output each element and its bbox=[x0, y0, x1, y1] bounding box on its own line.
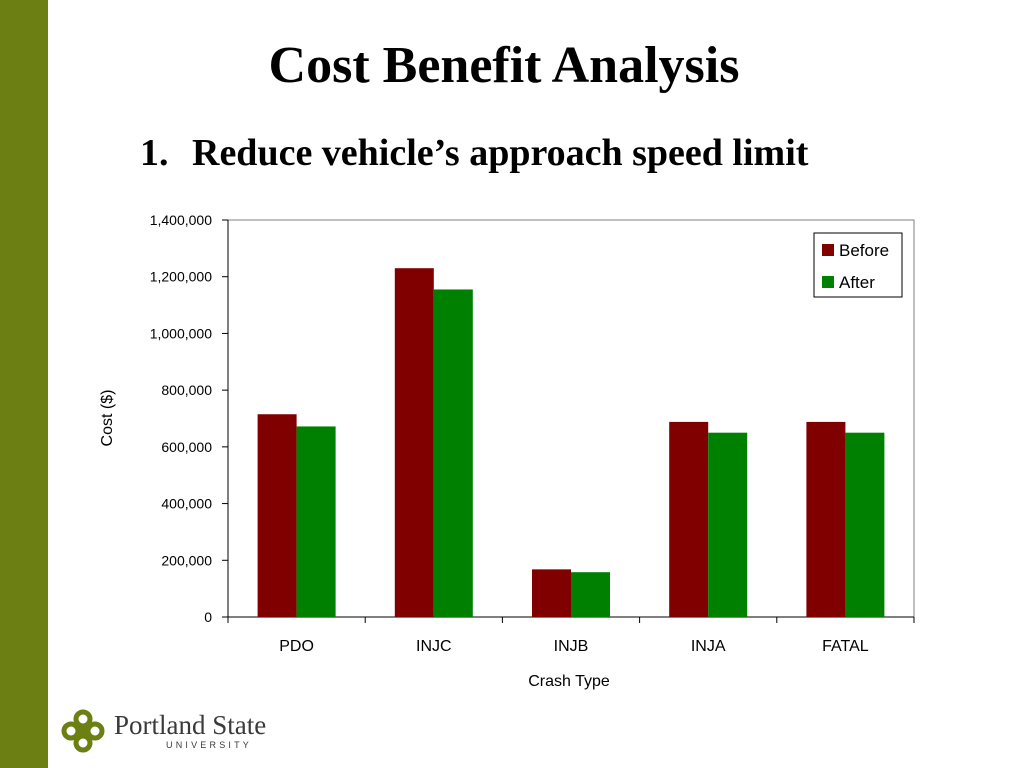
slide-subtitle: 1. Reduce vehicle’s approach speed limit bbox=[140, 130, 808, 176]
legend-label-after: After bbox=[839, 273, 875, 292]
bar-before-injc bbox=[394, 268, 434, 617]
legend-label-before: Before bbox=[839, 241, 889, 260]
legend-swatch-after bbox=[822, 276, 834, 288]
bar-after-injb bbox=[571, 572, 610, 617]
bar-after-inja bbox=[708, 432, 748, 617]
bar-before-inja bbox=[669, 421, 709, 617]
psu-logo: Portland State UNIVERSITY bbox=[60, 706, 300, 756]
x-tick-label: INJA bbox=[691, 638, 726, 655]
psu-logo-icon bbox=[61, 709, 105, 753]
slide-accent-bar bbox=[0, 0, 48, 768]
y-tick-label: 1,000,000 bbox=[150, 325, 212, 341]
y-tick-label: 0 bbox=[204, 609, 212, 625]
y-tick-label: 800,000 bbox=[161, 382, 212, 398]
bar-before-fatal bbox=[806, 421, 846, 617]
subtitle-text: Reduce vehicle’s approach speed limit bbox=[192, 132, 809, 174]
x-tick-label: INJB bbox=[554, 638, 589, 655]
bar-after-fatal bbox=[845, 432, 885, 617]
subtitle-number: 1. bbox=[140, 132, 169, 174]
bar-before-pdo bbox=[257, 414, 297, 617]
legend-swatch-before bbox=[822, 244, 834, 256]
x-tick-label: INJC bbox=[416, 638, 452, 655]
slide-title: Cost Benefit Analysis bbox=[268, 37, 740, 94]
y-tick-label: 1,400,000 bbox=[150, 212, 212, 228]
x-tick-label: PDO bbox=[279, 638, 314, 655]
logo-university: UNIVERSITY bbox=[166, 740, 253, 750]
y-axis-label: Cost ($) bbox=[99, 390, 116, 447]
x-tick-label: FATAL bbox=[822, 638, 869, 655]
bar-after-pdo bbox=[296, 426, 336, 617]
y-tick-label: 600,000 bbox=[161, 439, 212, 455]
y-tick-label: 200,000 bbox=[161, 552, 212, 568]
bar-before-injb bbox=[532, 569, 571, 617]
bar-after-injc bbox=[433, 289, 473, 617]
x-axis-label: Crash Type bbox=[528, 673, 610, 690]
y-tick-label: 1,200,000 bbox=[150, 269, 212, 285]
logo-name: Portland State bbox=[114, 710, 267, 740]
y-tick-label: 400,000 bbox=[161, 496, 212, 512]
